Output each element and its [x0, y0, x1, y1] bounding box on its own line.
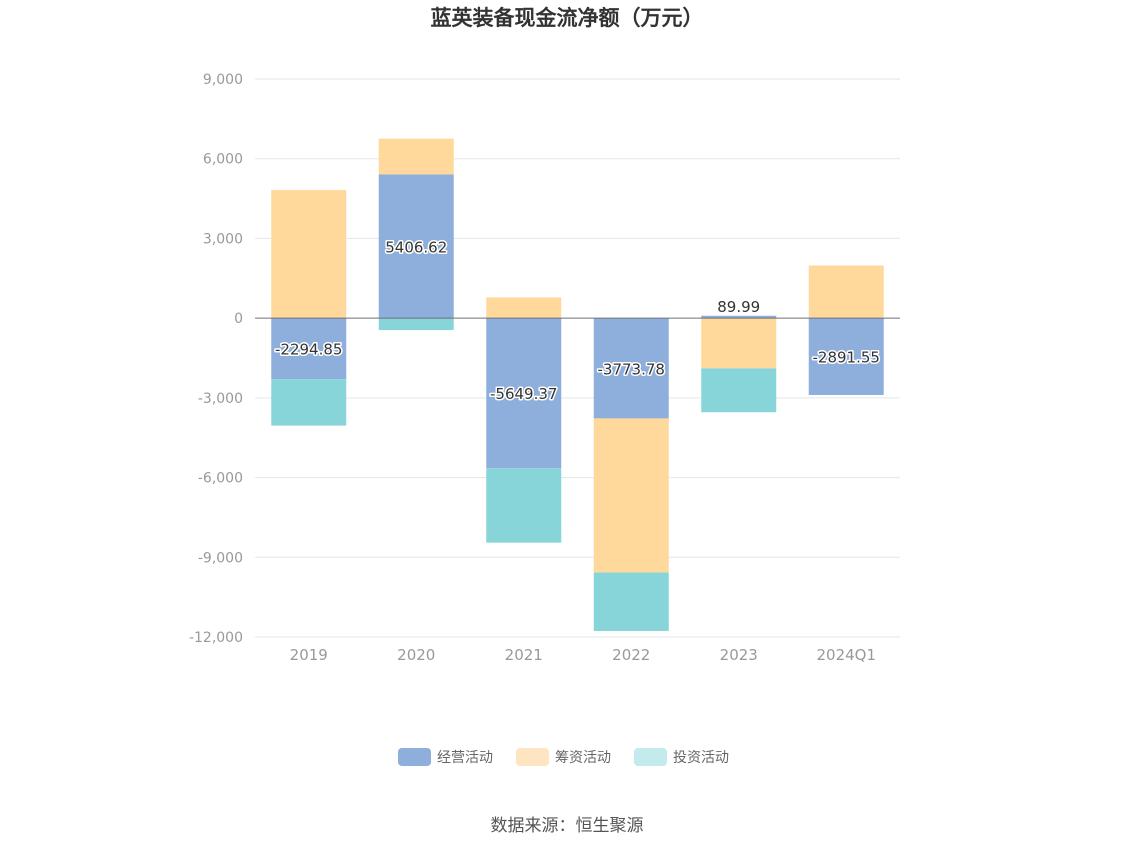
- bar-经营活动-2022: [593, 318, 669, 419]
- bar-筹资活动-2020: [378, 138, 454, 175]
- y-tick-label: 3,000: [203, 231, 243, 247]
- y-tick-label: -9,000: [198, 550, 243, 566]
- x-tick-label: 2019: [290, 646, 328, 664]
- x-tick-label: 2023: [720, 646, 758, 664]
- bar-筹资活动-2019: [271, 190, 347, 319]
- bar-筹资活动-2022: [593, 418, 669, 573]
- data-label-2019: -2294.85: [275, 341, 342, 359]
- y-axis-ticks: 9,000 6,000 3,000 0 -3,000 -6,000 -9,000 -12,00…: [189, 72, 243, 646]
- x-tick-label: 2020: [397, 646, 435, 664]
- bar-筹资活动-2021: [486, 297, 562, 319]
- y-tick-label: -3,000: [198, 391, 243, 407]
- data-label-2023: 89.99: [717, 298, 760, 316]
- bar-经营活动-2019: [271, 318, 347, 380]
- chart-title: 蓝英装备现金流净额（万元）: [431, 6, 704, 30]
- bar-经营活动-2024Q1: [808, 318, 884, 395]
- legend-item-筹资活动[interactable]: 筹资活动: [516, 748, 611, 766]
- data-labels: -2294.85 5406.62 -5649.37 -3773.78 89.99 -289…: [274, 237, 882, 405]
- y-tick-label: -6,000: [198, 471, 243, 487]
- bar-series: [271, 138, 884, 631]
- data-label-2024Q1: -2891.55: [813, 349, 880, 367]
- legend-item-投资活动[interactable]: 投资活动: [634, 748, 729, 766]
- y-tick-label: 6,000: [203, 152, 243, 168]
- y-tick-label: 0: [234, 311, 243, 327]
- bar-投资活动-2023: [701, 368, 777, 413]
- data-source: 数据来源：恒生聚源: [491, 816, 644, 836]
- data-label-2022: -3773.78: [598, 360, 665, 378]
- legend-label: 经营活动: [437, 750, 493, 766]
- bar-经营活动-2020: [378, 174, 454, 319]
- legend-swatch: [634, 748, 667, 766]
- legend-item-经营活动[interactable]: 经营活动: [398, 748, 493, 766]
- data-label-2020: 5406.62: [385, 238, 447, 256]
- data-label-2021: -5649.37: [490, 385, 557, 403]
- bar-经营活动-2021: [486, 318, 562, 469]
- y-tick-label: 9,000: [203, 72, 243, 88]
- bar-经营活动-2023: [701, 315, 777, 319]
- bar-投资活动-2019: [271, 379, 347, 426]
- legend-swatch: [398, 748, 431, 766]
- x-tick-label: 2022: [612, 646, 650, 664]
- bar-筹资活动-2023: [701, 318, 777, 369]
- bar-投资活动-2020: [378, 318, 454, 331]
- legend-label: 筹资活动: [555, 749, 611, 766]
- bar-投资活动-2021: [486, 468, 562, 543]
- bar-筹资活动-2024Q1: [808, 265, 884, 319]
- y-tick-label: -12,000: [189, 630, 243, 646]
- x-tick-label: 2024Q1: [816, 646, 876, 664]
- x-tick-label: 2021: [505, 646, 543, 664]
- x-axis-ticks: 2019 2020 2021 2022 2023 2024Q1: [290, 646, 876, 664]
- legend[interactable]: 经营活动 筹资活动 投资活动: [398, 748, 729, 766]
- grid-lines: [255, 78, 900, 638]
- legend-swatch: [516, 748, 549, 766]
- bar-投资活动-2022: [593, 572, 669, 631]
- legend-label: 投资活动: [673, 750, 729, 766]
